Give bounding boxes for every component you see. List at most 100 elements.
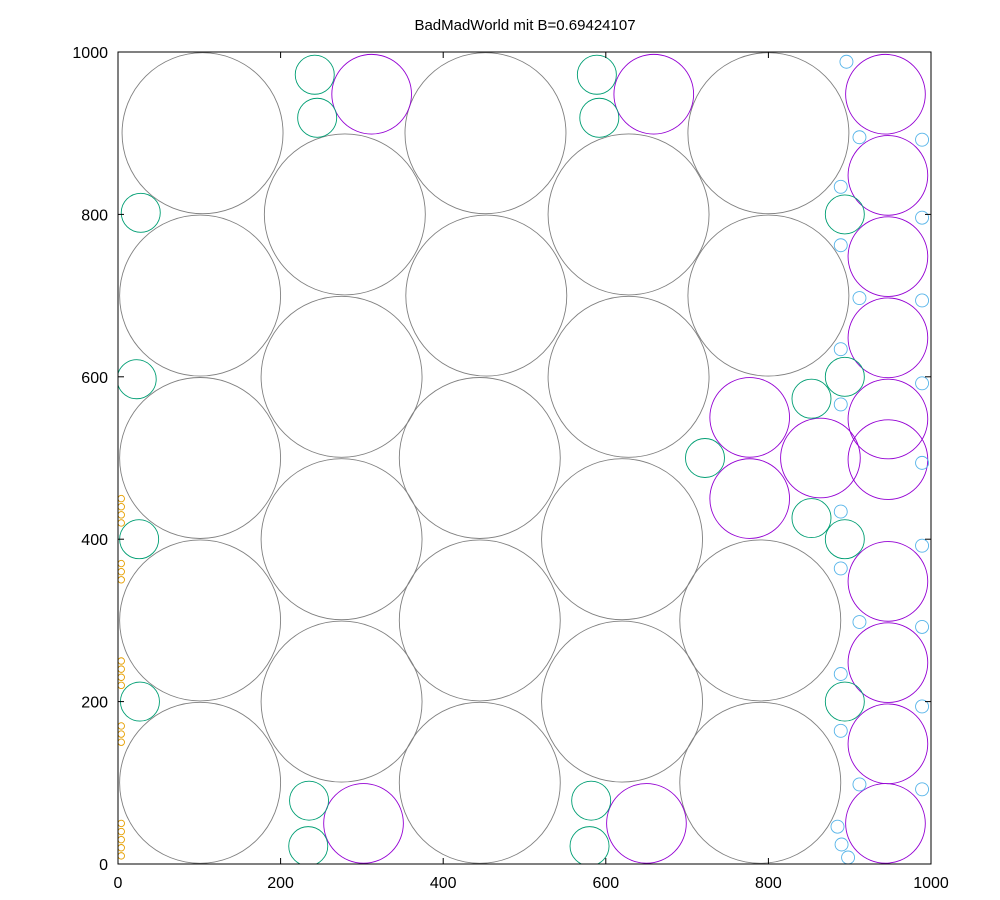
axis-ticks: 0 200 400 600 800 1000 0 200 400 600 800 1000 (72, 45, 948, 892)
circle-mark-s2-1 (297, 97, 338, 138)
circle-mark-s0-8 (260, 295, 423, 458)
circle-mark-s1-15 (606, 783, 687, 864)
circle-mark-s4-7 (118, 657, 125, 665)
circle-mark-s3-8 (833, 342, 848, 357)
circle-mark-s4-10 (118, 681, 125, 690)
circle-mark-s0-15 (398, 539, 561, 702)
circle-mark-s2-0 (294, 54, 335, 95)
circle-mark-s0-17 (260, 620, 423, 783)
circle-mark-s2-3 (579, 97, 620, 138)
circle-mark-s0-10 (119, 377, 282, 539)
circle-mark-s4-8 (118, 665, 125, 673)
y-tick-label-600: 600 (81, 370, 108, 387)
circle-mark-s1-5 (847, 297, 929, 379)
circle-mark-s2-14 (824, 681, 865, 722)
circle-mark-s4-0 (118, 494, 125, 503)
circle-mark-s1-4 (847, 216, 929, 297)
circle-mark-s4-13 (118, 738, 125, 746)
circle-mark-s0-12 (260, 458, 423, 621)
x-tick-label-400: 400 (430, 875, 457, 892)
circle-mark-s0-18 (541, 620, 704, 783)
circle-mark-s0-7 (687, 214, 850, 377)
circle-mark-s3-14 (833, 561, 848, 576)
circle-mark-s2-6 (118, 359, 157, 400)
circle-mark-s4-17 (118, 844, 125, 852)
circle-mark-s2-17 (288, 826, 329, 864)
circle-mark-s0-14 (119, 539, 282, 702)
circle-mark-s0-20 (398, 701, 561, 864)
circle-mark-s2-13 (119, 681, 160, 722)
circle-mark-s1-0 (331, 53, 412, 135)
circle-mark-s0-1 (263, 133, 426, 296)
circle-mark-s0-19 (119, 701, 282, 864)
y-tick-label-200: 200 (81, 695, 108, 712)
chart-title: BadMadWorld mit B=0.69424107 (414, 17, 635, 34)
circle-mark-s0-5 (119, 214, 282, 377)
circle-mark-s3-22 (830, 819, 845, 834)
circle-mark-s3-24 (841, 850, 856, 864)
circle-mark-s4-5 (118, 567, 125, 576)
x-tick-label-1000: 1000 (913, 875, 949, 892)
circle-mark-s3-10 (833, 397, 848, 412)
circle-mark-s0-3 (547, 133, 710, 296)
circle-mark-s2-5 (824, 194, 865, 235)
circle-mark-s4-4 (118, 559, 125, 568)
circle-mark-s4-2 (118, 511, 125, 519)
circle-mark-s4-14 (118, 819, 125, 828)
circle-mark-s2-11 (119, 519, 160, 560)
circle-mark-s4-3 (118, 519, 125, 527)
circle-mark-s4-6 (118, 576, 125, 584)
circle-mark-s0-16 (679, 539, 842, 702)
circle-mark-s1-10 (709, 458, 790, 539)
circle-mark-s2-15 (289, 780, 330, 821)
circle-mark-s1-3 (847, 135, 929, 216)
circle-mark-s4-15 (118, 827, 125, 836)
circle-mark-s3-7 (915, 293, 930, 308)
circle-mark-s1-12 (847, 622, 929, 703)
circle-mark-s1-6 (709, 377, 790, 458)
circle-mark-s1-14 (323, 783, 404, 864)
circle-mark-s3-15 (852, 615, 867, 629)
circle-mark-s3-12 (833, 504, 848, 519)
circle-mark-s0-0 (121, 52, 284, 215)
circle-mark-s3-9 (915, 376, 930, 391)
y-tick-label-800: 800 (81, 207, 108, 224)
circle-mark-s2-18 (569, 826, 610, 864)
circle-mark-s1-7 (847, 378, 929, 460)
circle-mark-s2-4 (120, 192, 161, 233)
circle-mark-s1-11 (847, 541, 929, 622)
circle-mark-s3-0 (839, 54, 854, 69)
circle-mark-s3-1 (852, 130, 867, 145)
circle-mark-s2-7 (791, 378, 832, 419)
circle-mark-s0-13 (541, 458, 704, 621)
circle-mark-s3-17 (833, 667, 848, 681)
circle-mark-s0-6 (405, 214, 568, 377)
y-tick-label-0: 0 (99, 857, 108, 874)
circle-mark-s0-2 (404, 52, 567, 215)
circle-mark-s2-10 (791, 498, 832, 539)
circle-mark-s2-2 (576, 54, 617, 95)
circle-mark-s3-19 (833, 723, 848, 738)
circle-mark-s4-9 (118, 673, 125, 681)
circle-mark-s3-23 (834, 837, 849, 852)
circle-mark-s2-16 (571, 780, 612, 821)
circle-mark-s3-11 (915, 455, 930, 470)
circle-mark-s4-1 (118, 503, 125, 511)
plot-frame (117, 51, 932, 865)
circle-mark-s3-4 (915, 210, 930, 225)
x-tick-label-600: 600 (592, 875, 619, 892)
circle-mark-s1-2 (845, 53, 926, 135)
circle-mark-s3-13 (915, 538, 930, 553)
y-tick-label-1000: 1000 (72, 45, 108, 62)
circle-mark-s3-18 (915, 699, 930, 714)
circle-mark-s1-16 (845, 783, 926, 864)
x-tick-label-0: 0 (114, 875, 123, 892)
circle-mark-s4-11 (118, 722, 125, 730)
circle-mark-s4-12 (118, 730, 125, 738)
x-tick-label-800: 800 (755, 875, 782, 892)
circle-mark-s3-21 (915, 782, 930, 797)
circle-mark-s2-12 (824, 519, 865, 560)
circle-mark-s0-11 (398, 377, 561, 539)
circle-mark-s3-2 (915, 132, 930, 147)
